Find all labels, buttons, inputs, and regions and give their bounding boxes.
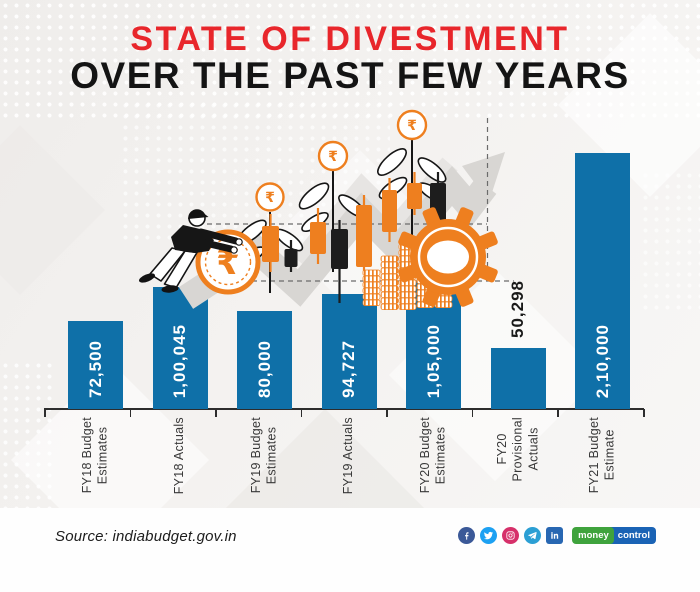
page-title: STATE OF DIVESTMENT OVER THE PAST FEW YE… [0, 22, 700, 94]
bar-value-label: 50,298 [490, 256, 546, 342]
axis-tick [129, 409, 132, 417]
category-label-text: FY19 Budget Estimates [248, 417, 279, 494]
axis-tick [215, 409, 217, 417]
axis-tick [44, 409, 46, 417]
moneycontrol-logo-control: control [609, 527, 656, 544]
category-label-text: FY19 Actuals [341, 417, 356, 495]
twitter-icon[interactable] [480, 527, 498, 544]
category-label: FY18 Actuals [138, 417, 222, 537]
title-line-1: STATE OF DIVESTMENT [130, 20, 570, 58]
bar: 2,10,000 [575, 153, 630, 409]
telegram-icon[interactable] [524, 527, 542, 544]
bar-value: 94,727 [339, 340, 358, 398]
bar-value: 50,298 [508, 280, 527, 338]
axis-tick [643, 409, 645, 417]
moneycontrol-logo[interactable]: money control [572, 527, 656, 544]
bar [490, 348, 546, 409]
bar-value: 1,05,000 [423, 323, 443, 398]
category-label: FY20 Provisional Actuals [476, 417, 560, 537]
bar: 1,00,045 [152, 287, 208, 409]
category-label-text: FY20 Provisional Actuals [494, 417, 540, 482]
linkedin-icon[interactable] [546, 527, 564, 544]
axis-tick [471, 409, 474, 417]
category-label: FY18 Budget Estimates [54, 417, 138, 537]
category-label: FY21 Budget Estimate [561, 417, 645, 537]
bar-value: 2,10,000 [592, 323, 612, 398]
axis-tick [300, 409, 303, 417]
bar: 1,05,000 [406, 281, 461, 409]
category-label: FY19 Budget Estimates [223, 417, 307, 537]
category-label: FY20 Budget Estimates [392, 417, 476, 537]
title-line-2: OVER THE PAST FEW YEARS [70, 54, 630, 96]
bar: 80,000 [237, 311, 292, 409]
bar: 72,500 [68, 321, 123, 409]
social-links: money control [458, 527, 656, 544]
instagram-icon[interactable] [502, 527, 520, 544]
moneycontrol-logo-money: money [572, 527, 614, 544]
axis-tick [557, 409, 559, 417]
bar-value: 72,500 [85, 340, 105, 398]
facebook-icon[interactable] [458, 527, 476, 544]
footer-band [0, 508, 700, 592]
axis-tick [386, 409, 388, 417]
category-label: FY19 Actuals [307, 417, 391, 537]
category-label-text: FY20 Budget Estimates [417, 417, 448, 494]
category-label-text: FY21 Budget Estimate [586, 417, 617, 494]
category-label-text: FY18 Actuals [172, 417, 187, 495]
category-label-text: FY18 Budget Estimates [79, 417, 110, 494]
source-text: Source: indiabudget.gov.in [55, 528, 237, 545]
bar: 94,727 [321, 294, 377, 409]
bar-value: 80,000 [254, 340, 274, 398]
bar-value: 1,00,045 [170, 323, 189, 398]
